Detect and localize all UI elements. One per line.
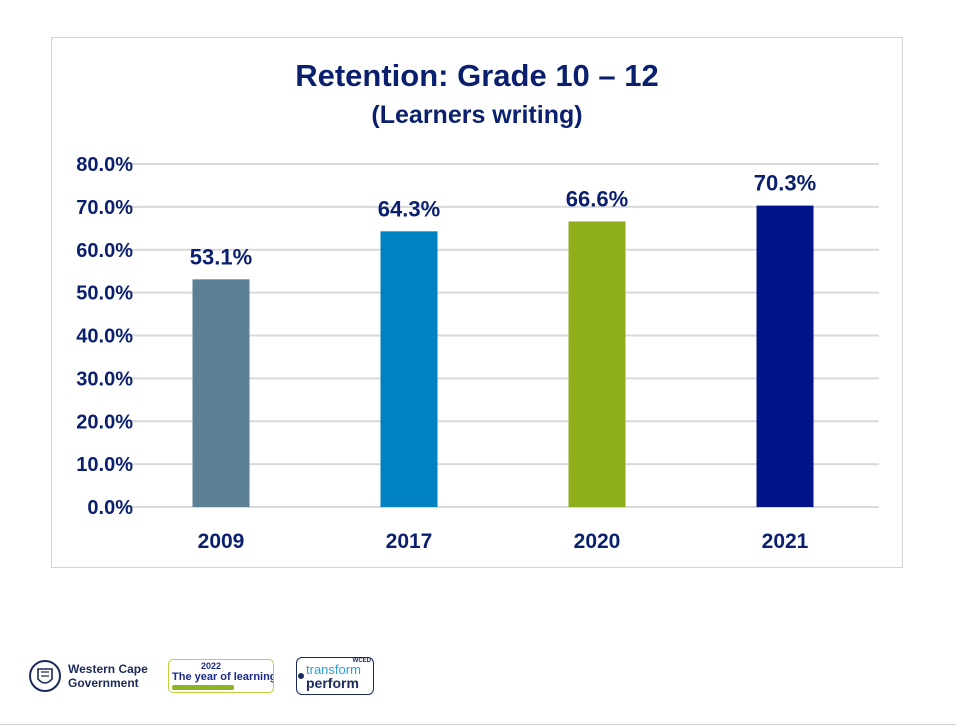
y-tick-label: 30.0% xyxy=(76,368,133,390)
wcg-line-1: Western Cape xyxy=(68,662,148,676)
tp-tag: WCED xyxy=(352,658,371,664)
bar xyxy=(756,205,814,507)
y-tick-label: 40.0% xyxy=(76,326,133,348)
western-cape-government-logo: Western Cape Government xyxy=(28,657,148,695)
data-label: 64.3% xyxy=(378,196,440,221)
y-tick-label: 0.0% xyxy=(87,497,133,519)
tp-line-1: transform xyxy=(306,662,361,677)
x-tick-label: 2017 xyxy=(386,530,433,553)
yol-year: 2022 xyxy=(201,661,222,671)
x-tick-label: 2020 xyxy=(574,530,621,553)
wcg-line-2: Government xyxy=(68,676,139,690)
tp-line-2: perform xyxy=(306,675,359,691)
y-tick-label: 50.0% xyxy=(76,283,133,305)
tp-dot-icon xyxy=(298,673,304,679)
yol-text: The year of learning xyxy=(172,671,274,683)
y-tick-label: 10.0% xyxy=(76,454,133,476)
data-label: 53.1% xyxy=(190,244,252,269)
bottom-rule xyxy=(0,724,956,725)
data-label: 70.3% xyxy=(754,171,816,196)
footer: Western Cape Government 2022 The year of… xyxy=(0,640,956,727)
year-of-learning-logo: 2022 The year of learning xyxy=(168,659,274,693)
bar xyxy=(568,221,626,507)
chart-title: Retention: Grade 10 – 12 xyxy=(295,58,659,93)
bar xyxy=(192,279,250,507)
coat-of-arms-icon xyxy=(29,660,61,692)
y-tick-label: 20.0% xyxy=(76,411,133,433)
y-tick-label: 60.0% xyxy=(76,240,133,262)
yol-band xyxy=(172,685,234,690)
y-tick-label: 80.0% xyxy=(76,154,133,176)
x-tick-label: 2009 xyxy=(198,530,245,553)
data-label: 66.6% xyxy=(566,186,628,211)
y-tick-label: 70.0% xyxy=(76,197,133,219)
chart-subtitle: (Learners writing) xyxy=(371,101,583,129)
x-tick-label: 2021 xyxy=(762,530,809,553)
bar xyxy=(380,231,438,507)
transform-to-perform-logo: WCED transform perform xyxy=(296,657,374,695)
